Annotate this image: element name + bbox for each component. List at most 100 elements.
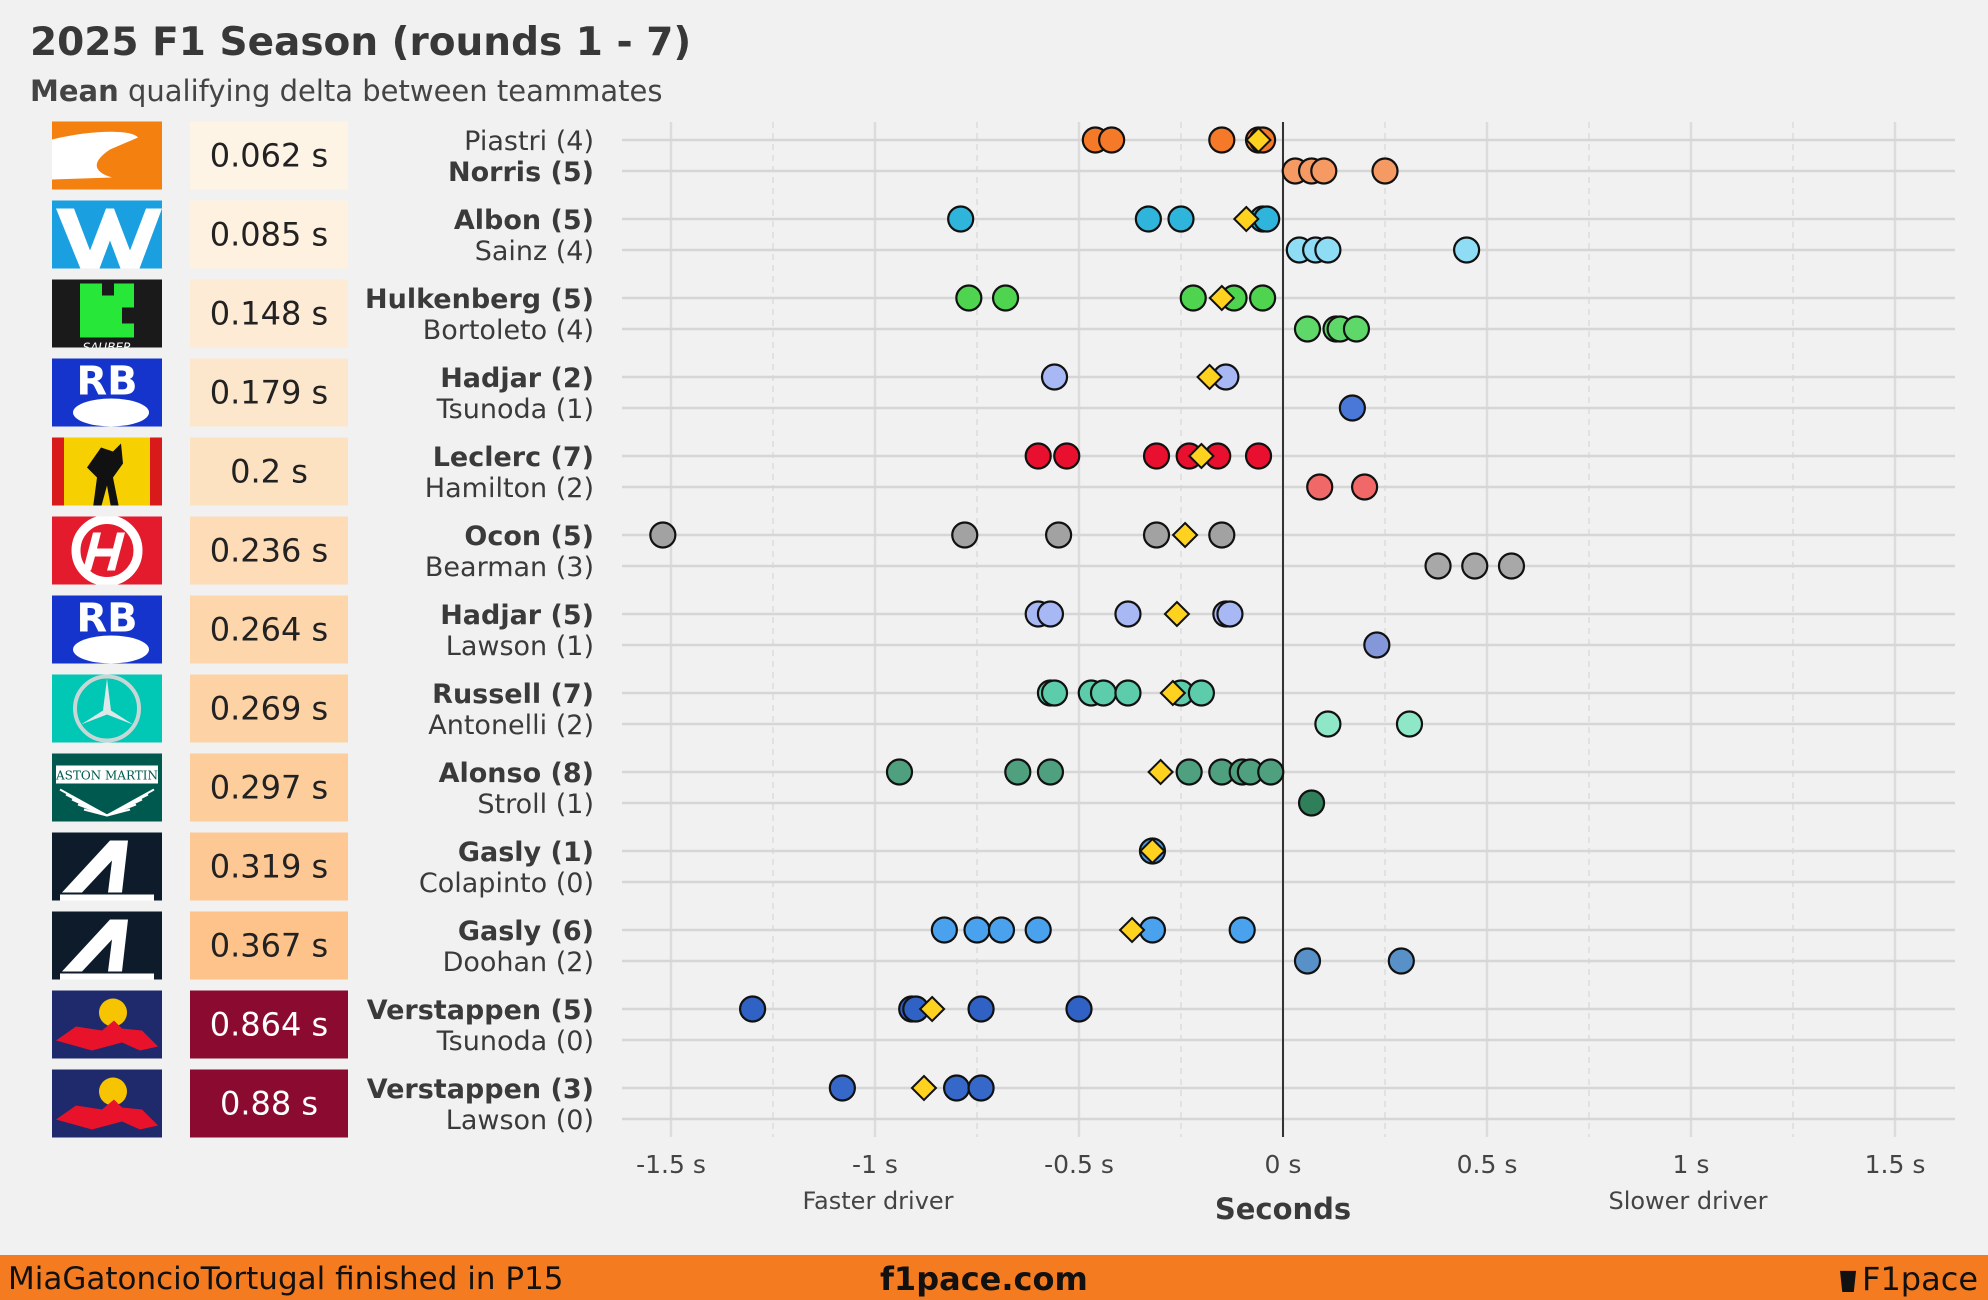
driver-label: Lawson (1): [446, 631, 594, 662]
delta-value: 0.236 s: [210, 532, 328, 570]
pair-row: 0.88 s Verstappen (3)Lawson (0): [52, 1069, 995, 1138]
delta-value: 0.062 s: [210, 137, 328, 175]
lap-delta-point: [1310, 157, 1338, 185]
driver-label: Hamilton (2): [425, 473, 594, 504]
delta-box: [190, 279, 348, 348]
driver-label: Norris (5): [448, 157, 594, 188]
logo-pixel-mark: [80, 283, 134, 338]
mean-marker: [1208, 284, 1236, 312]
x-tick-label: 0 s: [1265, 1150, 1302, 1179]
footer-site-link[interactable]: f1pace.com: [880, 1260, 1088, 1298]
lap-delta-point: [1040, 679, 1069, 707]
faster-driver-annotation: Faster driver: [802, 1187, 953, 1215]
logo-wordmark: ASTON MARTIN: [55, 769, 158, 783]
coffee-cup-icon: [1840, 1270, 1857, 1292]
lap-delta-point: [1142, 521, 1171, 549]
logo-w-mark: [56, 208, 162, 269]
driver-label: Ocon (5): [464, 521, 594, 552]
logo-sun: [99, 1077, 127, 1106]
mean-marker: [1159, 679, 1187, 707]
pair-row: 0.367 s Gasly (6)Doohan (2): [52, 911, 1415, 980]
footer-brand-label: F1pace: [1862, 1260, 1978, 1298]
logo-swoosh: [52, 131, 138, 180]
logo-sun: [99, 998, 127, 1027]
mean-marker: [1232, 205, 1260, 233]
footer-user-result: MiaGatoncioTortugal finished in P15: [8, 1261, 564, 1297]
x-tick-label: -1 s: [852, 1150, 898, 1179]
grid-lines: [622, 122, 1955, 1137]
lap-delta-point: [1208, 521, 1236, 549]
lap-delta-point: [1342, 315, 1371, 343]
lap-delta-point: [1040, 363, 1069, 391]
lap-delta-point: [1004, 758, 1032, 786]
lap-delta-point: [828, 1074, 856, 1102]
delta-box: [190, 358, 348, 427]
lap-delta-point: [1228, 916, 1256, 944]
pair-row: ASTON MARTIN 0.297 s Alonso (8)Stroll (1): [52, 753, 1326, 822]
driver-label: Doohan (2): [443, 947, 594, 978]
lap-delta-point: [1208, 126, 1236, 154]
driver-label: Hadjar (5): [440, 600, 594, 631]
driver-label: Colapinto (0): [419, 868, 594, 899]
delta-box: [190, 595, 348, 664]
logo-stripe-left: [52, 437, 64, 506]
driver-label: Hulkenberg (5): [365, 284, 594, 315]
driver-label: Bortoleto (4): [423, 315, 594, 346]
delta-box: [190, 516, 348, 585]
pair-row: 0.864 s Verstappen (5)Tsunoda (0): [52, 990, 1093, 1059]
lap-delta-point: [1142, 442, 1171, 470]
driver-label: Russell (7): [432, 679, 594, 710]
lap-delta-point: [930, 916, 958, 944]
delta-value: 0.88 s: [220, 1085, 318, 1123]
mercedes-logo: [52, 674, 162, 743]
lap-delta-point: [1363, 631, 1391, 659]
driver-label: Antonelli (2): [428, 710, 594, 741]
lap-delta-point: [1424, 552, 1452, 580]
lap-delta-point: [967, 995, 995, 1023]
logo-letters: RB: [76, 359, 137, 405]
pair-row: SAUBER 0.148 s Hulkenberg (5)Bortoleto (4): [52, 279, 1371, 355]
lap-delta-point: [987, 916, 1016, 944]
pair-row: 0.085 s Albon (5)Sainz (4): [52, 200, 1481, 269]
lap-delta-point: [1044, 521, 1073, 549]
logo-band: [56, 765, 158, 784]
logo-underline: [60, 973, 154, 980]
aston-martin-logo: ASTON MARTIN: [52, 753, 162, 822]
driver-label: Gasly (1): [458, 837, 594, 868]
lap-delta-point: [1036, 758, 1065, 786]
pair-row: 0.2 s Leclerc (7)Hamilton (2): [52, 437, 1379, 506]
sauber-logo: SAUBER: [52, 279, 162, 355]
pair-row: RB 0.264 s Hadjar (5)Lawson (1): [52, 595, 1391, 664]
driver-label: Tsunoda (0): [436, 1026, 594, 1057]
mean-marker: [1163, 600, 1191, 628]
delta-box: [190, 674, 348, 743]
delta-box: [190, 1069, 348, 1138]
driver-label: Hadjar (2): [440, 363, 594, 394]
racing-bulls-logo: RB: [52, 595, 162, 664]
x-axis-ticks: -1.5 s -1 s -0.5 s 0 s 0.5 s 1 s 1.5 s: [636, 1150, 1925, 1179]
delta-value: 0.179 s: [210, 374, 328, 412]
logo-horse: [87, 443, 123, 506]
lap-delta-point: [1306, 473, 1334, 501]
logo-letters: RB: [76, 596, 137, 642]
delta-value: 0.367 s: [210, 927, 328, 965]
logo-caption: SAUBER: [83, 341, 132, 355]
driver-label: Verstappen (5): [367, 995, 594, 1026]
driver-label: Stroll (1): [477, 789, 594, 820]
lap-delta-point: [1338, 394, 1366, 422]
logo-ring: [71, 516, 143, 585]
lap-delta-point: [991, 284, 1020, 312]
mean-marker: [910, 1074, 938, 1102]
lap-delta-point: [955, 284, 983, 312]
lap-delta-point: [738, 995, 767, 1023]
mean-marker: [1171, 521, 1199, 549]
delta-box: [190, 753, 348, 822]
delta-value: 0.297 s: [210, 769, 328, 807]
mean-marker: [1196, 363, 1223, 391]
driver-label: Albon (5): [454, 205, 594, 236]
driver-label: Sainz (4): [475, 236, 594, 267]
lap-delta-point: [1114, 679, 1142, 707]
x-tick-label: 1.5 s: [1865, 1150, 1926, 1179]
pair-rows: 0.062 s Piastri (4)Norris (5) 0.085 s Albon…: [52, 121, 1526, 1138]
subtitle-bold: Mean: [30, 74, 119, 108]
